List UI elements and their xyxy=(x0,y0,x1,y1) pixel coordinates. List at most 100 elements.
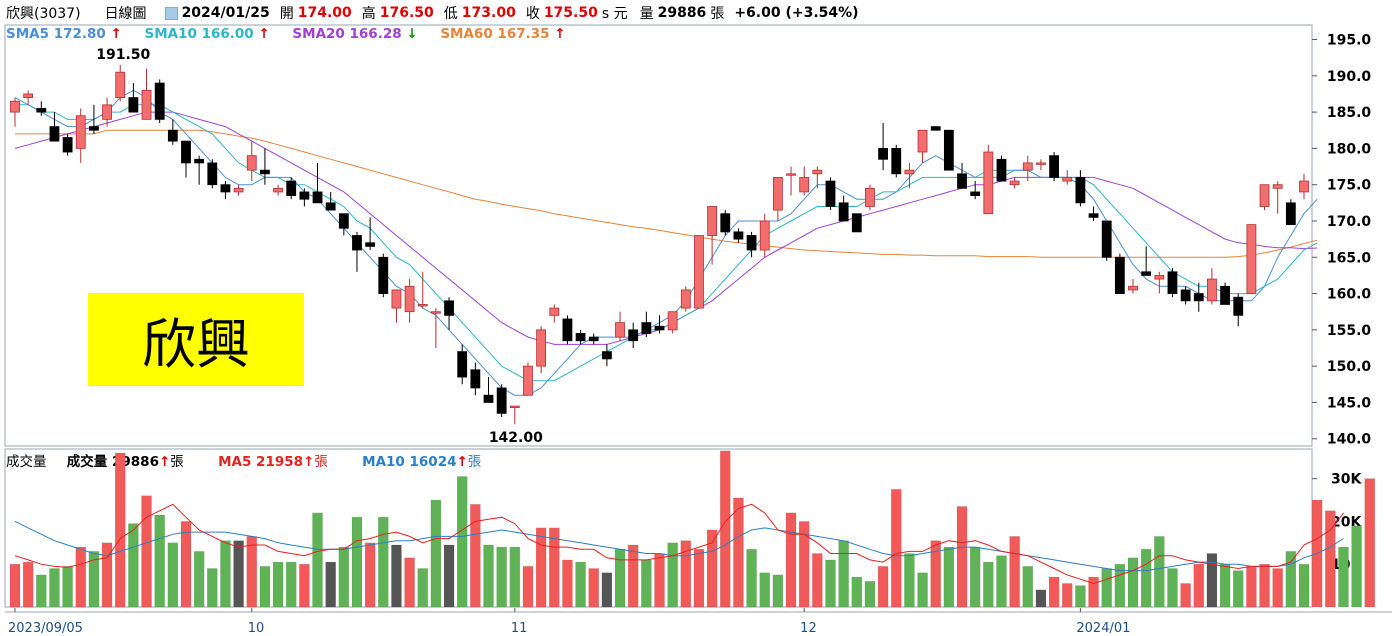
candle-body xyxy=(825,180,836,207)
volume-bar xyxy=(391,544,402,608)
volume-panel-frame xyxy=(4,448,1313,608)
volume-bar xyxy=(680,540,692,608)
volume-bar xyxy=(733,497,744,608)
candle-body xyxy=(601,351,612,360)
volume-bar xyxy=(154,514,165,608)
change-value: +6.00 (+3.54%) xyxy=(734,4,859,21)
candle-body xyxy=(1049,155,1059,178)
candle-body xyxy=(1180,289,1191,302)
candle-body xyxy=(707,206,718,236)
volume-bar xyxy=(877,566,889,608)
volume-bar xyxy=(299,563,310,608)
price-tick-label: 165.0 xyxy=(1327,250,1372,266)
dropdown-box-icon[interactable] xyxy=(164,7,178,20)
volume-bar xyxy=(772,574,784,608)
volume-legend: 成交量 成交量 29886↑張 MA5 21958↑張 MA10 16024↑張 xyxy=(6,450,493,470)
volume-bar xyxy=(588,568,599,608)
candle-body xyxy=(536,329,547,367)
candle-body xyxy=(562,318,573,342)
candle-body xyxy=(746,235,757,251)
volume-bar xyxy=(1272,568,1283,608)
candle-body xyxy=(549,307,560,316)
candle-body xyxy=(615,322,625,338)
volume-bar xyxy=(364,542,376,608)
candle-body xyxy=(378,256,389,294)
candle-body xyxy=(49,126,60,142)
volume-ma5-line xyxy=(14,503,1344,585)
volume-bar xyxy=(259,566,271,608)
candle-body xyxy=(391,289,402,309)
volume-bar xyxy=(75,546,87,608)
volume-bar xyxy=(917,572,928,608)
candle-body xyxy=(865,187,875,207)
candle-body xyxy=(654,325,665,331)
volume-bar xyxy=(1325,510,1336,608)
candle-body xyxy=(207,162,218,186)
volume-bar xyxy=(62,566,73,608)
candle-body xyxy=(1088,213,1099,218)
price-tick-label: 190.0 xyxy=(1327,69,1372,85)
volume-bar xyxy=(693,549,705,608)
volume-bar xyxy=(193,551,205,608)
volume-bar xyxy=(1088,576,1099,608)
volume-bar xyxy=(312,512,323,608)
volume-bar xyxy=(233,540,244,608)
volume-bar xyxy=(285,561,297,608)
open-value: 174.00 xyxy=(297,4,352,21)
candle-body xyxy=(128,97,139,113)
candle-body xyxy=(1233,296,1244,316)
volume-bar xyxy=(430,499,442,608)
volume-bar xyxy=(969,546,981,608)
close-label: 收 xyxy=(525,5,540,22)
volume-bar xyxy=(325,561,336,608)
candle-body xyxy=(838,202,849,222)
volume-tick-label: 30K xyxy=(1331,472,1362,488)
candle-body xyxy=(772,177,783,211)
volume-bar xyxy=(864,581,876,608)
candle-body xyxy=(181,140,191,164)
high-label: 高 xyxy=(361,5,376,22)
volume-bar xyxy=(167,542,179,608)
candle-body xyxy=(430,311,441,314)
volume-bar xyxy=(22,561,34,608)
volume-bar xyxy=(1035,589,1047,608)
low-annotation: 142.00 xyxy=(489,430,543,446)
quote-date: 2024/01/25 xyxy=(181,4,270,21)
volume-bar xyxy=(746,549,757,608)
candle-body xyxy=(1022,162,1033,171)
sma10-legend: SMA10 166.00 ↑ xyxy=(144,26,270,42)
candle-body xyxy=(983,151,994,215)
volume-bar xyxy=(338,546,350,608)
price-tick-label: 160.0 xyxy=(1327,287,1372,303)
candle-body xyxy=(89,126,99,131)
volume-bar xyxy=(720,450,731,608)
volume-bar xyxy=(1232,570,1244,608)
volume-bar xyxy=(1075,585,1086,608)
candle-body xyxy=(470,369,481,389)
candle-body xyxy=(167,129,178,142)
candle-body xyxy=(720,213,731,233)
candle-body xyxy=(970,191,981,196)
candle-body xyxy=(1036,162,1046,165)
volume-bar xyxy=(9,563,21,608)
volume-bar xyxy=(943,546,955,608)
volume-bar xyxy=(1219,563,1231,608)
candle-body xyxy=(444,300,454,316)
volume-bar xyxy=(1127,557,1139,608)
period-label[interactable]: 日線圖 xyxy=(104,5,147,22)
volume-bar xyxy=(351,516,363,608)
volume-bar xyxy=(956,506,968,608)
volume-bar xyxy=(417,568,428,608)
candle-body xyxy=(194,158,205,164)
sma5-legend: SMA5 172.80 ↑ xyxy=(6,26,122,42)
volume-bar xyxy=(114,452,126,608)
time-tick-label: 12 xyxy=(800,621,817,636)
candle-body xyxy=(365,242,376,247)
candle-body xyxy=(851,213,862,233)
volume-bar xyxy=(851,576,863,608)
volume-bar xyxy=(1061,583,1073,608)
candle-body xyxy=(680,289,691,309)
time-tick-label: 2024/01 xyxy=(1076,621,1130,636)
volume-bar xyxy=(272,561,284,608)
volume-bar xyxy=(904,553,915,608)
